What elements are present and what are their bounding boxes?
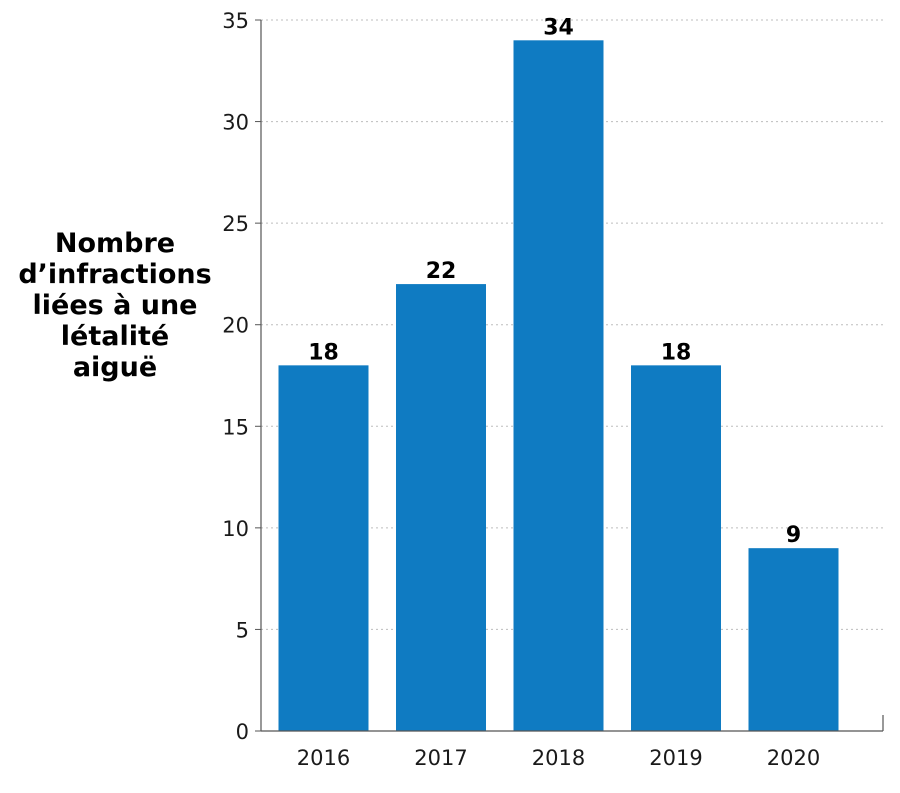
y-tick-label: 20 (222, 314, 249, 338)
y-tick-label: 15 (222, 415, 249, 439)
y-axis-title-line: Nombre (54, 228, 176, 259)
y-tick-label: 0 (236, 720, 249, 744)
y-tick-label: 25 (222, 212, 249, 236)
y-tick-label: 30 (222, 111, 249, 135)
axes (255, 19, 884, 732)
y-tick-label: 35 (222, 9, 249, 33)
x-tick-label: 2016 (297, 746, 350, 770)
y-tick-label: 5 (236, 618, 249, 642)
y-tick-labels: 0 5 10 15 20 25 30 35 (222, 9, 249, 744)
bar (278, 365, 369, 731)
y-axis-title-line: létalité (60, 321, 170, 352)
bar (513, 40, 604, 732)
data-label: 9 (786, 523, 801, 548)
x-tick-label: 2017 (414, 746, 467, 770)
x-tick-label: 2019 (649, 746, 702, 770)
data-label: 18 (308, 340, 339, 365)
data-label: 22 (426, 259, 457, 284)
bar (396, 284, 486, 731)
data-label: 18 (661, 340, 692, 365)
data-labels: 18 22 34 18 9 (308, 15, 801, 548)
bar (748, 548, 839, 731)
y-axis-title: Nombre d’infractions liées à une létalit… (10, 228, 220, 383)
y-tick-label: 10 (222, 517, 249, 541)
bar (631, 365, 721, 731)
data-label: 34 (543, 15, 574, 40)
y-axis-title-line: liées à une (32, 290, 198, 321)
y-axis-title-line: d’infractions (18, 259, 212, 290)
y-axis-title-line: aiguë (72, 352, 158, 383)
bars (278, 40, 839, 732)
x-tick-label: 2018 (532, 746, 585, 770)
x-tick-label: 2020 (767, 746, 820, 770)
x-tick-labels: 2016 2017 2018 2019 2020 (297, 746, 820, 770)
